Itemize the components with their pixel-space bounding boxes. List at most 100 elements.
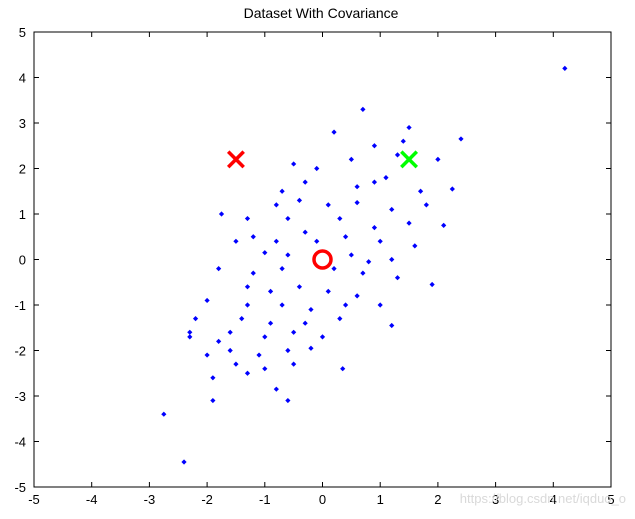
x-tick-label: 5 (607, 492, 614, 507)
data-point (285, 347, 291, 354)
ticks-layer (33, 31, 612, 488)
data-point (394, 275, 401, 281)
data-point (285, 252, 291, 258)
data-point (210, 375, 216, 381)
x-tick-label: 3 (492, 492, 499, 507)
y-tick-label: 2 (19, 162, 26, 177)
data-point (187, 329, 193, 335)
x-tick-label: -2 (201, 492, 213, 507)
data-point (279, 266, 285, 272)
data-point (354, 293, 360, 299)
x-tick-label: 1 (377, 492, 384, 507)
data-point (389, 256, 395, 263)
data-point (389, 206, 395, 213)
data-point (308, 345, 314, 351)
data-point (218, 211, 225, 217)
cross-marker-right (400, 150, 419, 169)
data-point (216, 338, 222, 344)
y-tick-label: -5 (14, 480, 26, 495)
data-point (562, 65, 568, 71)
data-point (244, 370, 251, 376)
data-point (204, 297, 210, 304)
data-point (449, 186, 455, 192)
data-point (262, 366, 268, 372)
data-point (314, 165, 320, 172)
data-point (302, 179, 308, 185)
data-point (360, 270, 366, 276)
data-point (181, 459, 187, 465)
data-point (331, 129, 337, 135)
data-point (325, 202, 331, 208)
watermark: https://blog.csdn.net/iqduo_o (460, 491, 626, 506)
data-point (441, 222, 447, 228)
data-point (325, 288, 331, 294)
data-point (371, 225, 378, 231)
data-point (239, 316, 245, 322)
data-point (192, 316, 199, 322)
data-point (204, 352, 210, 358)
data-point (366, 259, 372, 265)
points-layer (161, 65, 568, 465)
y-tick-label: 3 (19, 116, 26, 131)
data-point (262, 334, 268, 340)
data-point (308, 306, 314, 313)
data-point (267, 288, 274, 294)
data-point (250, 234, 256, 240)
data-point (354, 184, 360, 190)
data-point (233, 238, 239, 244)
data-point (406, 220, 412, 226)
y-tick-label: -2 (14, 344, 26, 359)
y-tick-label: 1 (19, 207, 26, 222)
data-point (348, 252, 354, 258)
data-point (406, 124, 412, 131)
cross-stroke (226, 150, 245, 169)
x-tick-label: -5 (28, 492, 40, 507)
x-tick-label: -1 (259, 492, 271, 507)
data-point (342, 234, 349, 240)
data-point (354, 200, 360, 206)
cross-stroke (400, 150, 419, 169)
data-point (262, 250, 268, 256)
y-tick-label: 5 (19, 25, 26, 40)
cross-marker-left (226, 150, 245, 169)
data-point (412, 243, 418, 249)
data-point (279, 188, 285, 194)
x-tick-label: 4 (550, 492, 557, 507)
data-point (161, 411, 167, 417)
data-point (285, 397, 291, 404)
data-point (302, 320, 308, 326)
data-point (314, 238, 320, 244)
data-point (429, 281, 435, 288)
data-point (244, 215, 251, 222)
data-point (291, 161, 297, 167)
data-point (342, 302, 349, 308)
data-point (337, 215, 343, 222)
data-point (458, 136, 464, 142)
data-point (296, 284, 303, 290)
data-point (216, 266, 222, 272)
x-tick-label: -4 (86, 492, 98, 507)
data-point (285, 215, 291, 222)
data-point (227, 347, 233, 354)
data-point (233, 361, 239, 367)
center-circle-marker (312, 249, 333, 270)
data-point (291, 329, 297, 335)
data-point (394, 152, 401, 158)
data-point (360, 106, 366, 112)
data-point (383, 175, 389, 181)
data-point (377, 302, 383, 308)
data-point (250, 270, 256, 276)
y-tick-label: 4 (19, 71, 26, 86)
data-point (302, 229, 308, 235)
data-point (319, 334, 326, 340)
data-point (348, 156, 354, 162)
y-tick-label: 0 (19, 253, 26, 268)
data-point (340, 366, 346, 372)
x-tick-labels: -5 -4 -3 -2 -1 0 1 2 3 4 5 (28, 492, 614, 507)
data-point (296, 197, 303, 203)
data-point (435, 156, 441, 162)
data-point (273, 386, 279, 392)
data-point (267, 320, 274, 326)
